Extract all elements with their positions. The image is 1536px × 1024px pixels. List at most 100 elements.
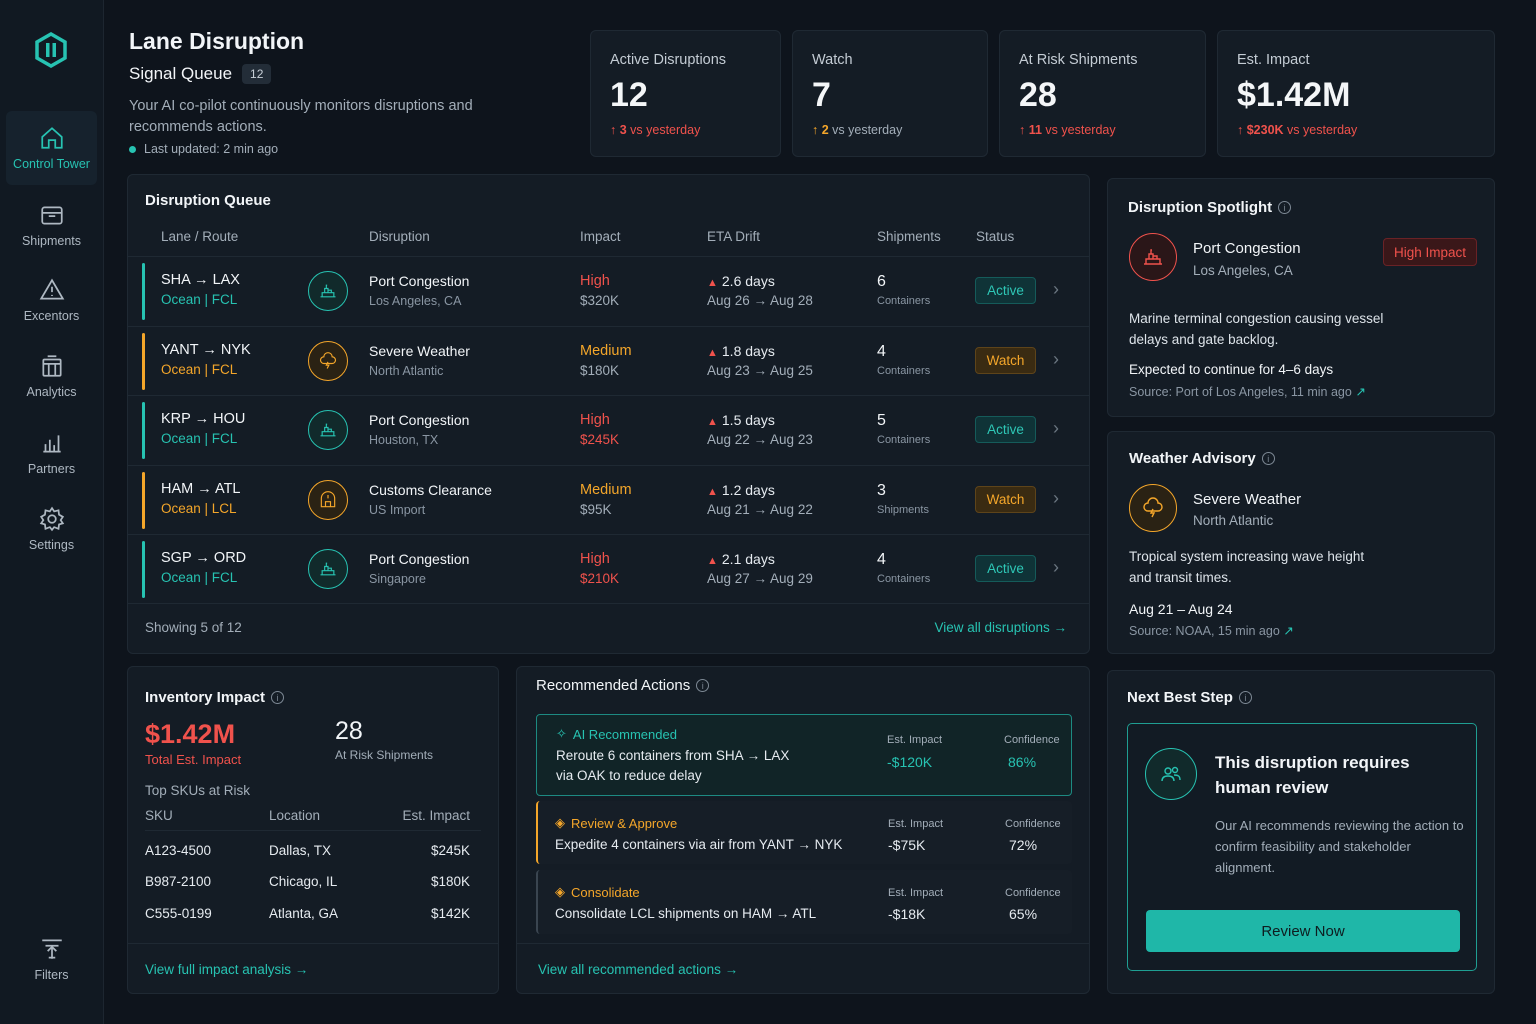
gear-icon bbox=[39, 506, 64, 532]
nav-filters[interactable]: Filters bbox=[6, 922, 97, 996]
view-all-disruptions-link[interactable]: View all disruptions → bbox=[934, 620, 1067, 635]
row-status-bar bbox=[142, 541, 145, 598]
shipment-count: 3 bbox=[877, 481, 886, 499]
last-updated: Last updated: 2 min ago bbox=[129, 142, 278, 156]
info-icon[interactable]: i bbox=[696, 679, 710, 692]
kpi-watch[interactable]: Watch 7 ↑ 2 vs yesterday bbox=[792, 30, 988, 157]
column-header: Status bbox=[976, 229, 1015, 244]
row-status-bar bbox=[142, 332, 145, 390]
last-updated-text: Last updated: 2 min ago bbox=[144, 142, 279, 156]
route-text: SHA → LAX bbox=[161, 272, 240, 288]
filter-icon bbox=[41, 939, 62, 959]
impact-value: -$120K bbox=[887, 754, 933, 770]
info-icon[interactable]: i bbox=[1261, 452, 1275, 465]
at-risk-value: 28 bbox=[335, 717, 363, 745]
nav-control-tower[interactable]: Control Tower bbox=[6, 111, 97, 185]
panel-title-row: Recommended Actions i bbox=[536, 677, 710, 694]
confidence-label: Confidence bbox=[1004, 734, 1060, 746]
location-cell: Dallas, TX bbox=[269, 843, 332, 858]
eta-drift: 1.2 days bbox=[721, 481, 775, 498]
nav-shipments[interactable]: Shipments bbox=[6, 188, 97, 262]
info-icon[interactable]: i bbox=[1238, 691, 1252, 704]
panel-title-row: Disruption Spotlight i bbox=[1128, 199, 1292, 216]
shipments-cell: 3 Shipments bbox=[877, 482, 929, 516]
shipment-unit: Containers bbox=[877, 295, 931, 307]
table-row[interactable]: SGP → ORD Ocean | FCL Port Congestion Singa… bbox=[128, 534, 1090, 603]
column-header: Impact bbox=[580, 229, 621, 244]
disruption-queue-panel: Disruption Queue Lane / Route Disruption… bbox=[127, 174, 1090, 654]
people-icon bbox=[1145, 748, 1197, 800]
kpi-delta: ↑ $230K vs yesterday bbox=[1237, 123, 1475, 137]
row-status-bar bbox=[142, 402, 145, 459]
status-badge[interactable]: Active bbox=[975, 555, 1036, 582]
action-card-ai-recommended[interactable]: ✧ AI Recommended Reroute 6 containers fro… bbox=[536, 714, 1072, 796]
table-row[interactable]: SHA → LAX Ocean | FCL Port Congestion Los A… bbox=[128, 256, 1090, 325]
column-header: Shipments bbox=[877, 229, 941, 244]
disruption-location: Singapore bbox=[369, 572, 426, 586]
external-link-icon[interactable]: ↗ bbox=[1283, 624, 1294, 638]
nav-label: Shipments bbox=[21, 234, 82, 248]
table-row[interactable]: HAM → ATL Ocean | LCL Customs Clearance US … bbox=[128, 464, 1090, 534]
nav-label: Control Tower bbox=[13, 157, 90, 171]
weather-source[interactable]: Source: NOAA, 15 min ago ↗ bbox=[1129, 623, 1294, 638]
view-impact-analysis-link[interactable]: View full impact analysis → bbox=[145, 962, 309, 977]
chevron-right-icon[interactable]: › bbox=[1053, 348, 1059, 369]
status-badge[interactable]: Active bbox=[975, 277, 1036, 304]
nav-partners[interactable]: Partners bbox=[6, 416, 97, 490]
info-icon[interactable]: i bbox=[271, 691, 285, 704]
action-card-consolidate[interactable]: ◈ Consolidate Consolidate LCL shipments o… bbox=[536, 870, 1072, 934]
kpi-at-risk-shipments[interactable]: At Risk Shipments 28 ↑ 11 vs yesterday bbox=[999, 30, 1206, 157]
kpi-delta-value: 2 bbox=[821, 123, 829, 137]
eta-cell: ▲ 1.8 days Aug 23 → Aug 25 bbox=[707, 343, 813, 378]
weather-icon bbox=[308, 340, 348, 381]
action-card-review-approve[interactable]: ◈ Review & Approve Expedite 4 containers … bbox=[536, 801, 1072, 864]
port-icon bbox=[308, 271, 348, 311]
spotlight-source[interactable]: Source: Port of Los Angeles, 11 min ago … bbox=[1129, 384, 1366, 399]
chevron-right-icon[interactable]: › bbox=[1053, 418, 1059, 438]
chevron-right-icon[interactable]: › bbox=[1053, 557, 1059, 577]
kpi-delta: ↑ 2 vs yesterday bbox=[812, 123, 968, 137]
mode-text: Ocean | LCL bbox=[161, 500, 237, 516]
status-badge[interactable]: Watch bbox=[975, 346, 1036, 374]
confidence-label: Confidence bbox=[1005, 887, 1061, 899]
recommended-actions-panel: Recommended Actions i ✧ AI Recommended Re… bbox=[516, 666, 1090, 994]
review-now-button[interactable]: Review Now bbox=[1146, 910, 1460, 952]
view-all-actions-link[interactable]: View all recommended actions → bbox=[538, 962, 739, 977]
nav-excentors[interactable]: Excentors bbox=[6, 263, 97, 337]
queue-footer: Showing 5 of 12 bbox=[145, 620, 242, 635]
building-icon bbox=[41, 355, 62, 377]
shipments-cell: 5 Containers bbox=[877, 412, 930, 446]
disruption-cell: Port Congestion Singapore bbox=[369, 551, 469, 586]
kpi-active-disruptions[interactable]: Active Disruptions 12 ↑ 3 vs yesterday bbox=[590, 30, 781, 157]
impact-cell: High $245K bbox=[580, 412, 619, 447]
table-row[interactable]: YANT → NYK Ocean | FCL Severe Weather North… bbox=[128, 325, 1090, 395]
disruption-location: Los Angeles, CA bbox=[369, 294, 462, 308]
eta-cell: ▲ 1.2 days Aug 21 → Aug 22 bbox=[707, 482, 813, 517]
disruption-location: North Atlantic bbox=[369, 363, 444, 378]
chart-icon bbox=[42, 435, 61, 453]
customs-icon bbox=[308, 479, 348, 520]
chevron-right-icon[interactable]: › bbox=[1053, 487, 1059, 508]
nav-analytics[interactable]: Analytics bbox=[6, 339, 97, 413]
action-tag-text: Consolidate bbox=[571, 884, 640, 900]
panel-title-row: Next Best Step i bbox=[1127, 689, 1252, 706]
status-badge[interactable]: Watch bbox=[975, 485, 1036, 513]
table-row[interactable]: KRP → HOU Ocean | FCL Port Congestion Houst… bbox=[128, 395, 1090, 464]
box-icon bbox=[40, 206, 63, 225]
location-cell: Chicago, IL bbox=[269, 874, 338, 889]
triangle-up-icon: ▲ bbox=[707, 416, 718, 428]
arrow-up-icon: ↑ bbox=[1237, 123, 1244, 137]
nav-settings[interactable]: Settings bbox=[6, 492, 97, 566]
info-icon[interactable]: i bbox=[1278, 201, 1292, 214]
kpi-value: 7 bbox=[812, 76, 831, 114]
chevron-right-icon[interactable]: › bbox=[1053, 279, 1059, 299]
kpi-label: Watch bbox=[812, 52, 853, 68]
status-badge[interactable]: Active bbox=[975, 416, 1036, 443]
external-link-icon[interactable]: ↗ bbox=[1355, 385, 1366, 399]
disruption-location: Houston, TX bbox=[369, 433, 439, 447]
kpi-est-impact[interactable]: Est. Impact $1.42M ↑ $230K vs yesterday bbox=[1217, 30, 1495, 157]
eta-dates: Aug 23 → Aug 25 bbox=[707, 362, 813, 378]
action-description: Consolidate LCL shipments on HAM → ATL bbox=[555, 906, 817, 921]
action-tag-text: AI Recommended bbox=[572, 726, 677, 742]
confidence-value: 86% bbox=[1008, 754, 1037, 770]
